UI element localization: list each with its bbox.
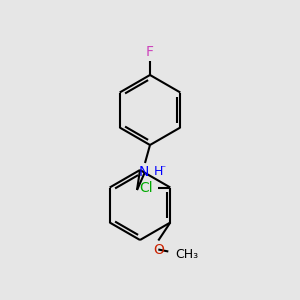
Text: CH₃: CH₃ bbox=[175, 248, 198, 261]
Text: O: O bbox=[153, 242, 164, 256]
Text: ⁻: ⁻ bbox=[160, 164, 165, 174]
Text: N: N bbox=[139, 165, 149, 179]
Text: F: F bbox=[146, 45, 154, 59]
Text: H: H bbox=[154, 165, 164, 178]
Text: Cl: Cl bbox=[140, 181, 153, 194]
